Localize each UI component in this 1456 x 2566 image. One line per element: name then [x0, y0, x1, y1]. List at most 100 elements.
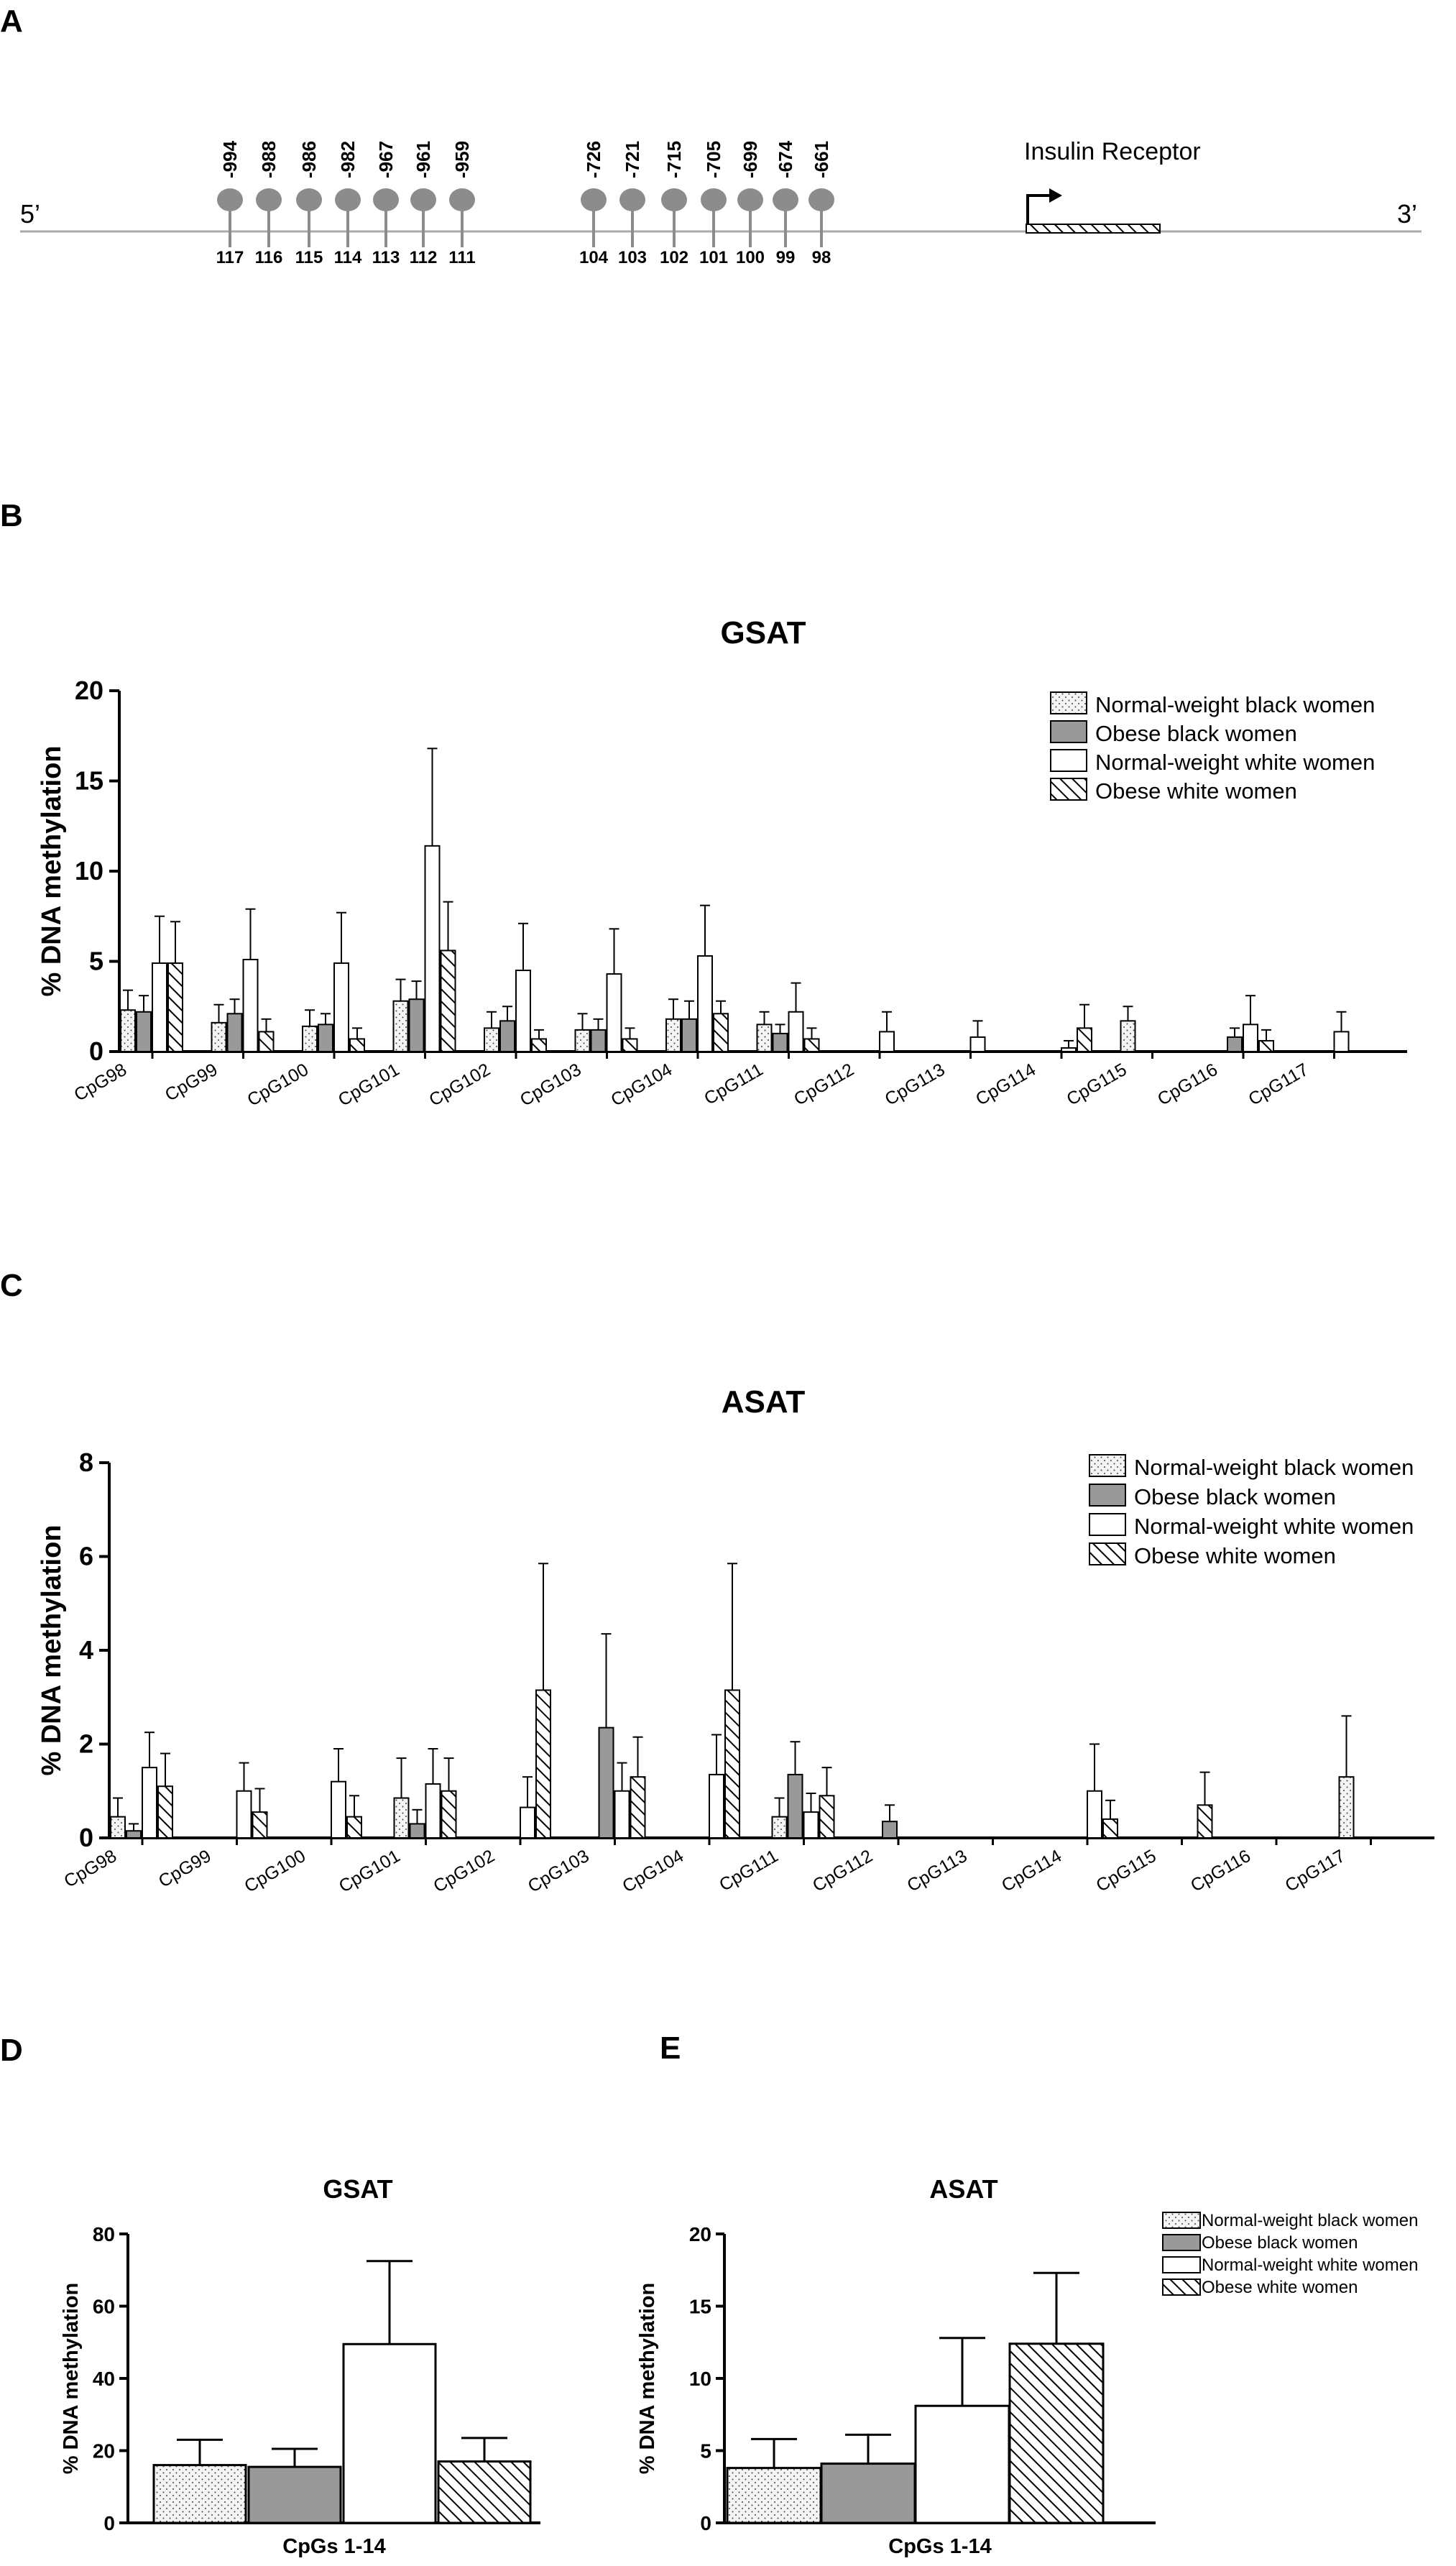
bar [333, 962, 349, 1053]
bar [349, 1038, 365, 1053]
bar [424, 845, 441, 1052]
cpg-site-marker [661, 188, 687, 211]
bar [1258, 1039, 1274, 1052]
cpg-position-label: -705 [703, 141, 724, 178]
x-tick-label: CpG104 [607, 1059, 676, 1110]
cpg-position-label: -726 [583, 141, 604, 178]
cpg-site-marker [256, 188, 282, 211]
y-tick-label: 6 [79, 1542, 93, 1571]
legend-label: Obese black women [1095, 721, 1297, 746]
x-tick-label: CpG102 [425, 1059, 494, 1110]
panel-letter-d: D [0, 2033, 23, 2068]
cpg-number-label: 115 [295, 248, 323, 267]
cpg-position-label: -959 [451, 141, 473, 178]
bar [342, 2342, 437, 2524]
bar [236, 1790, 252, 1839]
x-tick-label: CpG100 [241, 1846, 309, 1897]
legend-swatch [1050, 691, 1087, 714]
bar [590, 1029, 607, 1053]
chart-title: ASAT [722, 1384, 806, 1420]
cpg-position-label: -674 [775, 140, 796, 178]
five-prime-label: 5’ [20, 199, 40, 229]
legend-label: Obese white women [1095, 778, 1297, 804]
bar [803, 1811, 819, 1839]
cpg-position-label: -721 [622, 141, 643, 178]
bar [756, 1024, 773, 1052]
bar [440, 949, 456, 1052]
bar [914, 2404, 1010, 2524]
chart-asat-total: ASAT % DNA methylation 0 5 10 15 20 CpGs 1-14 [636, 2174, 1156, 2558]
cpg-number-label: 103 [618, 248, 647, 267]
bar [1243, 1024, 1258, 1052]
x-tick-label: CpG104 [619, 1846, 687, 1897]
x-axis-label: CpGs 1-14 [888, 2535, 991, 2558]
legend-label: Obese black women [1134, 1484, 1336, 1509]
y-tick-label: 15 [75, 766, 103, 796]
legend-swatch [1162, 2212, 1201, 2229]
y-tick-label: 5 [89, 947, 103, 976]
bar [879, 1031, 895, 1053]
bar [437, 2460, 532, 2524]
legend-label: Normal-weight black women [1202, 2211, 1418, 2230]
x-tick-label: CpG112 [809, 1846, 876, 1896]
legend-label: Obese black women [1202, 2233, 1358, 2253]
bar [425, 1783, 441, 1839]
cpg-number-label: 102 [660, 248, 688, 267]
cpg-number-label: 100 [736, 248, 765, 267]
bar [331, 1780, 346, 1839]
y-tick-label: 0 [79, 1823, 93, 1852]
x-tick-label: CpG98 [70, 1059, 130, 1105]
legend-label: Normal-weight black women [1134, 1455, 1414, 1480]
cpg-site-marker [773, 188, 798, 211]
y-tick-label: 0 [700, 2512, 711, 2534]
bar [393, 1797, 410, 1839]
cpg-site-marker [335, 188, 361, 211]
x-tick-label: CpG111 [716, 1846, 781, 1895]
bar [574, 1029, 591, 1053]
y-tick-label: 10 [75, 856, 103, 886]
cpg-position-label: -699 [739, 141, 761, 178]
bar [1338, 1776, 1355, 1839]
y-axis-label: % DNA methylation [37, 745, 67, 996]
y-tick-label: 40 [93, 2368, 115, 2390]
bar [697, 955, 713, 1052]
y-tick-label: 0 [103, 2512, 115, 2534]
bar [882, 1821, 898, 1839]
bar [167, 962, 183, 1053]
bar [499, 1020, 515, 1052]
bar [515, 970, 531, 1053]
bar [408, 998, 425, 1052]
legend-swatch [1089, 1513, 1126, 1536]
cpg-site-marker [296, 188, 322, 211]
cpg-position-label: -994 [219, 140, 241, 178]
x-tick-label: CpG117 [1245, 1059, 1312, 1110]
bar [772, 1032, 788, 1053]
y-tick-label: 20 [75, 676, 103, 705]
legend-label: Normal-weight white women [1134, 1514, 1414, 1539]
x-tick-label: CpG100 [244, 1059, 312, 1110]
x-tick-label: CpG101 [335, 1059, 403, 1110]
legend-label: Obese white women [1134, 1543, 1336, 1568]
bar [535, 1689, 551, 1839]
chart-title: GSAT [323, 2174, 392, 2204]
x-tick-label: CpG102 [430, 1846, 498, 1897]
cpg-position-label: -961 [413, 141, 434, 178]
bar [630, 1776, 646, 1839]
bar [152, 2464, 247, 2524]
x-tick-label: CpG103 [517, 1059, 585, 1110]
cpg-number-label: 104 [579, 248, 609, 267]
bar [1227, 1036, 1243, 1053]
bar [226, 1013, 243, 1053]
cpg-number-label: 117 [216, 248, 244, 267]
bar [520, 1806, 535, 1839]
x-tick-label: CpG113 [881, 1059, 948, 1110]
bar [969, 1036, 986, 1053]
cpg-position-label: -986 [298, 141, 320, 178]
cpg-number-label: 116 [255, 248, 283, 267]
cpg-number-label: 114 [334, 248, 362, 267]
x-axis-label: CpGs 1-14 [282, 2535, 385, 2558]
bar [409, 1823, 425, 1839]
cpg-number-label: 111 [448, 248, 475, 267]
y-tick-label: 20 [689, 2223, 711, 2245]
